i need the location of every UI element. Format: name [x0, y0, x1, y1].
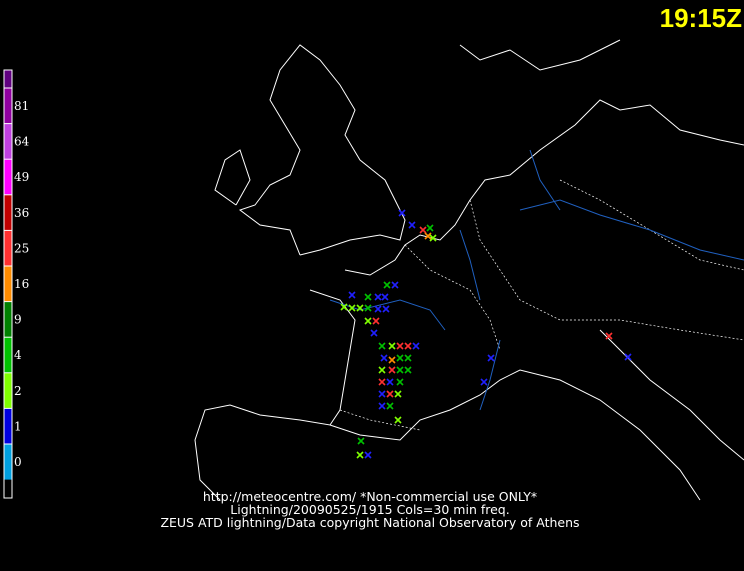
- legend: 81 64 49 36 25 16 9 4 2 1 0: [3, 69, 30, 499]
- strike-marker: [394, 416, 402, 424]
- border: [559, 179, 744, 271]
- border: [469, 199, 744, 341]
- strike-marker: [408, 221, 416, 229]
- border: [404, 244, 501, 351]
- ireland: [214, 149, 251, 206]
- strike-marker: [380, 354, 388, 362]
- legend-label: 16: [14, 277, 29, 291]
- strike-marker: [396, 354, 404, 362]
- strike-marker: [378, 390, 386, 398]
- legend-swatch: [4, 372, 12, 409]
- strike-marker: [382, 305, 390, 313]
- legend-label: 64: [14, 135, 30, 149]
- strike-marker: [386, 378, 394, 386]
- strike-marker: [364, 293, 372, 301]
- strike-marker: [381, 293, 389, 301]
- strike-marker: [480, 378, 488, 386]
- legend-label: 0: [14, 455, 22, 469]
- legend-swatch: [4, 159, 12, 195]
- strike-marker: [429, 234, 437, 242]
- strike-marker: [383, 281, 391, 289]
- scandinavia: [459, 39, 621, 71]
- strike-marker: [487, 354, 495, 362]
- footer-line: Lightning/20090525/1915 Cols=30 min freq…: [230, 502, 509, 517]
- strike-marker: [356, 451, 364, 459]
- strike-marker: [388, 342, 396, 350]
- strike-marker: [398, 209, 406, 217]
- legend-label: 4: [14, 348, 22, 362]
- borders: [339, 179, 744, 431]
- strike-marker: [364, 304, 372, 312]
- river: [519, 199, 744, 261]
- legend-swatch: [4, 266, 12, 302]
- strike-marker: [424, 232, 432, 240]
- strike-marker: [372, 317, 380, 325]
- med-coast: [329, 369, 701, 501]
- river: [479, 339, 501, 411]
- strike-marker: [340, 303, 348, 311]
- legend-label: 81: [14, 99, 29, 113]
- strike-marker: [404, 342, 412, 350]
- strike-marker: [364, 317, 372, 325]
- strike-marker: [378, 366, 386, 374]
- legend-label: 9: [14, 313, 22, 327]
- strike-marker: [396, 342, 404, 350]
- adriatic: [599, 329, 744, 461]
- legend-swatch: [4, 88, 12, 124]
- strike-marker: [404, 354, 412, 362]
- legend-label: 2: [14, 384, 22, 398]
- strike-marker: [605, 332, 613, 340]
- strike-marker: [370, 329, 378, 337]
- legend-swatch: [4, 337, 12, 373]
- strike-marker: [404, 366, 412, 374]
- strike-marker: [378, 402, 386, 410]
- legend-swatch: [4, 123, 12, 160]
- strike-marker: [378, 342, 386, 350]
- strike-marker: [394, 390, 402, 398]
- strike-marker: [378, 378, 386, 386]
- legend-swatch: [4, 444, 12, 480]
- strike-marker: [396, 378, 404, 386]
- strike-marker: [386, 390, 394, 398]
- legend-swatch: [4, 230, 12, 266]
- river: [459, 229, 481, 301]
- strike-marker: [388, 356, 396, 364]
- border: [339, 409, 421, 431]
- strike-marker: [374, 293, 382, 301]
- strike-marker: [391, 281, 399, 289]
- strike-marker: [374, 305, 382, 313]
- legend-swatch: [4, 301, 12, 338]
- lightning-strikes: [340, 209, 632, 459]
- strike-marker: [386, 402, 394, 410]
- strike-marker: [419, 226, 427, 234]
- biscay: [194, 289, 356, 501]
- strike-marker: [388, 366, 396, 374]
- strike-marker: [426, 224, 434, 232]
- north-coast: [344, 99, 744, 276]
- strike-marker: [348, 291, 356, 299]
- footer-line: ZEUS ATD lightning/Data copyright Nation…: [160, 515, 579, 530]
- strike-marker: [624, 353, 632, 361]
- legend-swatch: [4, 408, 12, 444]
- strike-marker: [396, 366, 404, 374]
- strike-marker: [412, 342, 420, 350]
- legend-label: 25: [14, 241, 29, 255]
- strike-marker: [364, 451, 372, 459]
- legend-label: 49: [14, 170, 29, 184]
- footer-line: http://meteocentre.com/ *Non-commercial …: [203, 489, 537, 504]
- legend-label: 36: [14, 206, 29, 220]
- coastlines: [194, 39, 744, 501]
- strike-marker: [348, 304, 356, 312]
- strike-marker: [357, 437, 365, 445]
- time-label: 19:15Z: [660, 3, 742, 33]
- britain: [238, 44, 406, 256]
- legend-label: 1: [14, 419, 22, 433]
- strike-marker: [356, 304, 364, 312]
- legend-swatch: [4, 70, 12, 88]
- legend-swatch: [4, 194, 12, 231]
- river: [529, 149, 561, 211]
